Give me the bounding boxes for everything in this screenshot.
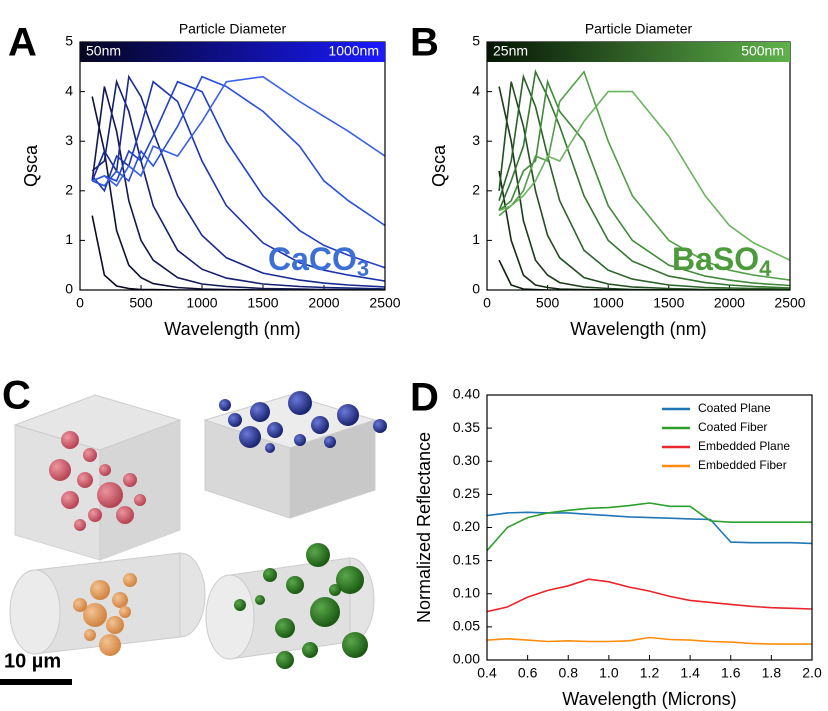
x-tick-label: 2000 [308, 295, 339, 311]
colorbar-title: Particle Diameter [585, 21, 693, 37]
x-tick-label: 0.4 [477, 665, 497, 681]
legend-label: Coated Plane [698, 401, 771, 415]
y-tick-label: 0.15 [453, 551, 480, 567]
y-tick-label: 0.00 [453, 651, 480, 667]
annotation: BaSO4 [672, 241, 772, 280]
colorbar-title: Particle Diameter [179, 21, 287, 37]
data-line [92, 77, 385, 226]
colorbar-label: 500nm [741, 43, 784, 59]
x-tick-label: 1000 [593, 295, 624, 311]
annotation-subscript: 3 [357, 256, 369, 281]
plot-frame [487, 395, 812, 660]
colorbar-label: 1000nm [328, 43, 379, 59]
y-tick-label: 0.35 [453, 419, 480, 435]
x-tick-label: 0.8 [559, 665, 579, 681]
x-tick-label: 1.4 [680, 665, 700, 681]
x-tick-label: 1500 [653, 295, 684, 311]
y-tick-label: 2 [472, 182, 480, 198]
x-tick-label: 0 [76, 295, 84, 311]
figure: C 10 µm A05001000150020002500012345Wavel… [0, 0, 828, 711]
y-tick-label: 0.05 [453, 618, 480, 634]
x-tick-label: 1.2 [640, 665, 660, 681]
colorbar-label: 25nm [493, 43, 528, 59]
y-tick-label: 4 [65, 82, 73, 98]
annotation-text: BaSO [672, 241, 759, 277]
y-tick-label: 0.40 [453, 386, 480, 402]
illustration [0, 391, 387, 682]
x-tick-label: 1500 [247, 295, 278, 311]
data-line [92, 82, 385, 268]
x-tick-label: 1000 [186, 295, 217, 311]
x-axis-label: Wavelength (nm) [164, 319, 300, 339]
data-line [487, 512, 812, 543]
x-tick-label: 2.0 [802, 665, 822, 681]
annotation: CaCO3 [268, 241, 369, 280]
panel-label: D [410, 376, 439, 420]
colorbar-label: 50nm [86, 43, 121, 59]
y-tick-label: 0 [472, 281, 480, 297]
y-axis-label: Qsca [21, 144, 41, 187]
x-tick-label: 2000 [714, 295, 745, 311]
x-tick-label: 500 [129, 295, 153, 311]
y-tick-label: 1 [472, 231, 480, 247]
y-tick-label: 5 [65, 33, 73, 49]
data-line [487, 638, 812, 645]
legend-label: Coated Fiber [698, 420, 767, 434]
x-tick-label: 2500 [774, 295, 805, 311]
y-tick-label: 3 [65, 132, 73, 148]
data-line [487, 503, 812, 551]
panel-label: B [410, 21, 439, 65]
x-tick-label: 0.6 [518, 665, 538, 681]
x-tick-label: 1.0 [599, 665, 619, 681]
y-tick-label: 4 [472, 82, 480, 98]
legend-label: Embedded Plane [698, 439, 790, 453]
y-axis-label: Normalized Reflectance [414, 432, 434, 623]
y-tick-label: 1 [65, 231, 73, 247]
data-line [92, 77, 385, 186]
annotation-text: CaCO [268, 241, 357, 277]
panel-label: A [8, 21, 37, 65]
legend-label: Embedded Fiber [698, 458, 787, 472]
y-tick-label: 3 [472, 132, 480, 148]
x-tick-label: 1.8 [762, 665, 782, 681]
y-axis-label: Qsca [429, 144, 449, 187]
panel-label: C [2, 374, 31, 418]
scale-bar-label: 10 µm [4, 650, 61, 672]
y-tick-label: 0.20 [453, 518, 480, 534]
y-tick-label: 0.30 [453, 452, 480, 468]
x-axis-label: Wavelength (Microns) [562, 689, 736, 709]
y-tick-label: 0.25 [453, 485, 480, 501]
x-tick-label: 2500 [369, 295, 400, 311]
y-tick-label: 0.10 [453, 584, 480, 600]
y-tick-label: 2 [65, 182, 73, 198]
x-tick-label: 1.6 [721, 665, 741, 681]
y-tick-label: 5 [472, 33, 480, 49]
x-axis-label: Wavelength (nm) [570, 319, 706, 339]
x-tick-label: 0 [483, 295, 491, 311]
data-line [487, 579, 812, 611]
y-tick-label: 0 [65, 281, 73, 297]
annotation-subscript: 4 [759, 256, 772, 281]
x-tick-label: 500 [536, 295, 560, 311]
